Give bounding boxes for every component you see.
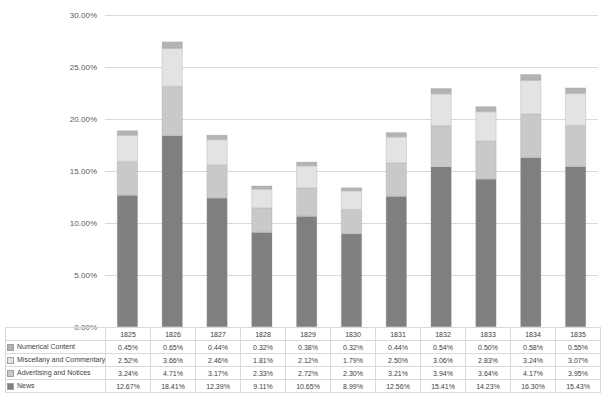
- html-text:2.50%: 2.50%: [388, 356, 408, 364]
- svg-text:20.00%: 20.00%: [70, 115, 97, 124]
- html-text:1825: 1825: [120, 330, 136, 338]
- html-text:0.38%: 0.38%: [298, 343, 318, 351]
- html-text:15.43%: 15.43%: [566, 382, 590, 390]
- html-text:0.32%: 0.32%: [343, 343, 363, 351]
- html-text:2.33%: 2.33%: [253, 369, 273, 377]
- html-text:1827: 1827: [210, 330, 226, 338]
- html-text:12.67%: 12.67%: [116, 382, 140, 390]
- html-text:3.94%: 3.94%: [433, 369, 453, 377]
- html-text:Miscellany and Commentary: Miscellany and Commentary: [17, 356, 106, 364]
- html-text:2.52%: 2.52%: [118, 356, 138, 364]
- html-text:0.45%: 0.45%: [118, 343, 138, 351]
- html-text:8.99%: 8.99%: [343, 382, 363, 390]
- html-text:3.21%: 3.21%: [388, 369, 408, 377]
- html-text:12.56%: 12.56%: [386, 382, 410, 390]
- html-text:4.17%: 4.17%: [523, 369, 543, 377]
- svg-text:0.00%: 0.00%: [74, 322, 97, 332]
- html-text:1832: 1832: [435, 330, 451, 338]
- html-text:9.11%: 9.11%: [253, 382, 273, 390]
- html-text:3.95%: 3.95%: [568, 369, 588, 377]
- html-text:1834: 1834: [525, 330, 541, 338]
- html-text:12.39%: 12.39%: [206, 382, 230, 390]
- html-text:3.06%: 3.06%: [433, 356, 453, 364]
- svg-text:5.00%: 5.00%: [74, 271, 97, 280]
- html-text:1835: 1835: [570, 330, 586, 338]
- html-text:3.64%: 3.64%: [478, 369, 498, 377]
- html-text:1826: 1826: [165, 330, 181, 338]
- html-text:0.54%: 0.54%: [433, 343, 453, 351]
- html-text:0.58%: 0.58%: [523, 343, 543, 351]
- html-text:News: News: [17, 382, 35, 390]
- html-text:1.79%: 1.79%: [343, 356, 363, 364]
- html-text:4.71%: 4.71%: [163, 369, 183, 377]
- html-text:2.72%: 2.72%: [298, 369, 318, 377]
- svg-text:25.00%: 25.00%: [70, 63, 97, 72]
- html-text:10.65%: 10.65%: [296, 382, 320, 390]
- html-text:14.23%: 14.23%: [476, 382, 500, 390]
- html-text:1828: 1828: [255, 330, 271, 338]
- html-text:2.30%: 2.30%: [343, 369, 363, 377]
- html-text:1829: 1829: [300, 330, 316, 338]
- html-text:3.17%: 3.17%: [208, 369, 228, 377]
- html-text:1833: 1833: [480, 330, 496, 338]
- html-text:1831: 1831: [390, 330, 406, 338]
- html-text:1830: 1830: [345, 330, 361, 338]
- html-text:Numerical Content: Numerical Content: [17, 343, 75, 351]
- html-text:Advertising and Notices: Advertising and Notices: [17, 369, 91, 377]
- html-text:3.24%: 3.24%: [523, 356, 543, 364]
- html-text:16.30%: 16.30%: [521, 382, 545, 390]
- html-text:0.65%: 0.65%: [163, 343, 183, 351]
- html-text:0.32%: 0.32%: [253, 343, 273, 351]
- html-text:0.50%: 0.50%: [478, 343, 498, 351]
- html-text:2.12%: 2.12%: [298, 356, 318, 364]
- html-text:0.55%: 0.55%: [568, 343, 588, 351]
- html-text:18.41%: 18.41%: [161, 382, 185, 390]
- svg-text:10.00%: 10.00%: [70, 219, 97, 228]
- html-text:0.44%: 0.44%: [388, 343, 408, 351]
- html-text:3.24%: 3.24%: [118, 369, 138, 377]
- html-text:0.44%: 0.44%: [208, 343, 228, 351]
- html-text:1.81%: 1.81%: [253, 356, 273, 364]
- svg-text:15.00%: 15.00%: [70, 167, 97, 176]
- html-text:3.07%: 3.07%: [568, 356, 588, 364]
- html-text:2.83%: 2.83%: [478, 356, 498, 364]
- html-text:2.46%: 2.46%: [208, 356, 228, 364]
- html-text:3.66%: 3.66%: [163, 356, 183, 364]
- html-text:15.41%: 15.41%: [431, 382, 455, 390]
- svg-text:30.00%: 30.00%: [70, 11, 97, 20]
